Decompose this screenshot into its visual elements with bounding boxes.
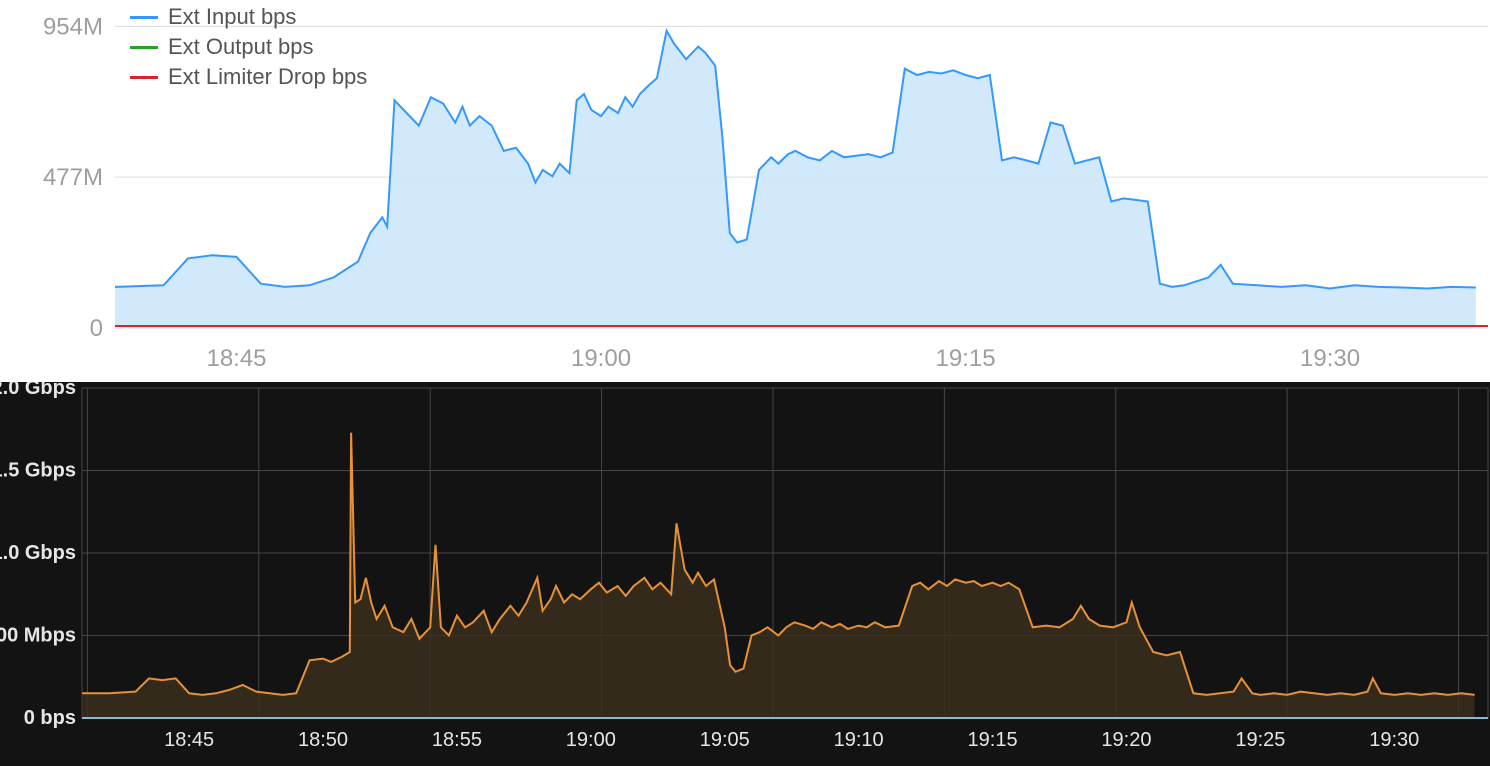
legend-label: Ext Limiter Drop bps (168, 64, 367, 90)
legend-swatch (130, 16, 158, 19)
x-tick-label: 19:20 (1101, 729, 1151, 751)
y-tick-label: 0 bps (24, 707, 76, 729)
legend-item[interactable]: Ext Output bps (130, 34, 367, 60)
x-tick-label: 19:30 (1369, 729, 1419, 751)
x-tick-label: 18:45 (164, 729, 214, 751)
y-tick-label: 1.5 Gbps (0, 460, 76, 482)
x-tick-label: 19:10 (834, 729, 884, 751)
x-tick-label: 19:15 (935, 345, 995, 372)
x-tick-label: 18:50 (298, 729, 348, 751)
legend-item[interactable]: Ext Input bps (130, 4, 367, 30)
legend-swatch (130, 76, 158, 79)
y-tick-label: 954M (43, 13, 103, 40)
chart-bottom-svg: 0 bps 500 Mbps 1.0 Gbps 1.5 Gbps 2.0 Gbps 18:… (0, 382, 1490, 766)
legend-swatch (130, 46, 158, 49)
x-tick-label: 19:15 (968, 729, 1018, 751)
legend-label: Ext Input bps (168, 4, 296, 30)
legend-item[interactable]: Ext Limiter Drop bps (130, 64, 367, 90)
y-tick-label: 477M (43, 164, 103, 191)
x-tick-label: 19:30 (1300, 345, 1360, 372)
x-tick-label: 19:25 (1235, 729, 1285, 751)
x-tick-label: 19:05 (700, 729, 750, 751)
x-tick-label: 19:00 (566, 729, 616, 751)
chart-ext-bps: 0 477M 954M 18:45 19:00 19:15 19:30 Ext Input … (0, 0, 1490, 382)
y-tick-label: 0 (90, 315, 103, 342)
y-tick-label: 500 Mbps (0, 625, 76, 647)
legend-label: Ext Output bps (168, 34, 314, 60)
y-tick-label: 2.0 Gbps (0, 382, 76, 399)
y-tick-label: 1.0 Gbps (0, 542, 76, 564)
x-tick-label: 19:00 (571, 345, 631, 372)
chart-top-legend: Ext Input bps Ext Output bps Ext Limiter D… (130, 4, 367, 94)
x-tick-label: 18:55 (432, 729, 482, 751)
chart-throughput: 0 bps 500 Mbps 1.0 Gbps 1.5 Gbps 2.0 Gbps 18:… (0, 382, 1490, 766)
x-tick-label: 18:45 (206, 345, 266, 372)
